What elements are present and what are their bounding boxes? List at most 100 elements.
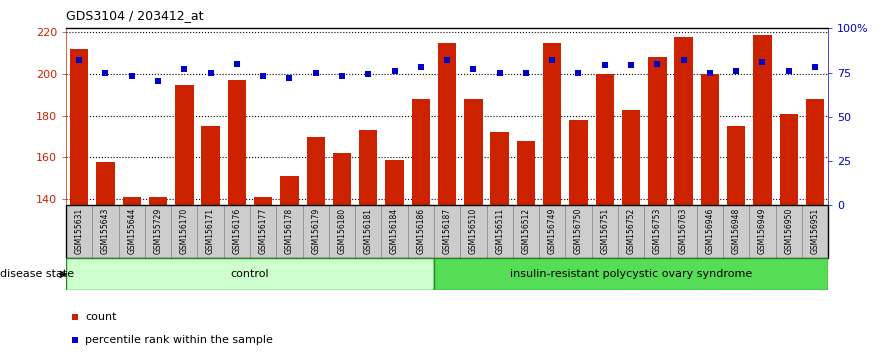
Text: GSM156181: GSM156181 <box>364 208 373 254</box>
Point <box>68 314 82 320</box>
Point <box>572 70 586 75</box>
Bar <box>753 35 772 205</box>
Bar <box>93 205 119 258</box>
Bar <box>171 205 197 258</box>
Point <box>308 70 322 75</box>
Bar <box>277 205 302 258</box>
Bar <box>780 114 798 205</box>
Bar <box>359 130 377 205</box>
Text: GSM155644: GSM155644 <box>127 208 137 255</box>
Bar <box>750 205 775 258</box>
Bar <box>648 57 667 205</box>
Bar <box>723 205 750 258</box>
Point <box>283 75 297 81</box>
Bar <box>355 205 381 258</box>
Point <box>99 70 113 75</box>
Point <box>808 64 822 70</box>
Text: GSM156186: GSM156186 <box>417 208 426 254</box>
Bar <box>202 126 219 205</box>
Text: GSM156171: GSM156171 <box>206 208 215 254</box>
Bar <box>280 176 299 205</box>
Text: GSM156749: GSM156749 <box>548 208 557 255</box>
Point <box>256 73 270 79</box>
Text: GSM156180: GSM156180 <box>337 208 346 254</box>
Point <box>204 70 218 75</box>
Text: GSM156511: GSM156511 <box>495 208 504 254</box>
Text: GSM156177: GSM156177 <box>259 208 268 254</box>
Text: GSM155631: GSM155631 <box>75 208 84 254</box>
Point <box>597 63 611 68</box>
Bar <box>227 80 246 205</box>
Text: GSM156510: GSM156510 <box>469 208 478 254</box>
Point <box>230 61 244 67</box>
Point <box>440 57 455 63</box>
Point <box>781 68 796 74</box>
Bar <box>592 205 618 258</box>
Bar <box>434 258 828 290</box>
Point <box>466 66 480 72</box>
Bar <box>697 205 723 258</box>
Text: control: control <box>231 269 270 279</box>
Text: GSM156949: GSM156949 <box>758 208 767 255</box>
Text: GSM156753: GSM156753 <box>653 208 662 255</box>
Text: GSM156179: GSM156179 <box>311 208 320 254</box>
Bar <box>122 197 141 205</box>
Text: GSM156512: GSM156512 <box>522 208 530 254</box>
Bar <box>622 109 640 205</box>
Point <box>677 57 691 63</box>
Text: disease state: disease state <box>0 269 74 279</box>
Point <box>151 79 165 84</box>
Bar <box>70 49 88 205</box>
Point <box>492 70 507 75</box>
Text: GDS3104 / 203412_at: GDS3104 / 203412_at <box>66 9 204 22</box>
Bar <box>464 99 483 205</box>
Point <box>650 61 664 67</box>
Bar <box>486 205 513 258</box>
Bar <box>302 205 329 258</box>
Point <box>177 66 191 72</box>
Bar <box>250 205 277 258</box>
Bar <box>460 205 486 258</box>
Point <box>755 59 769 65</box>
Bar <box>491 132 509 205</box>
Point <box>624 63 638 68</box>
Point <box>361 72 375 77</box>
Bar <box>806 99 825 205</box>
Text: GSM156184: GSM156184 <box>390 208 399 254</box>
Text: GSM155729: GSM155729 <box>153 208 163 254</box>
Bar <box>149 197 167 205</box>
Text: insulin-resistant polycystic ovary syndrome: insulin-resistant polycystic ovary syndr… <box>510 269 752 279</box>
Point <box>414 64 428 70</box>
Text: GSM155643: GSM155643 <box>101 208 110 255</box>
Point <box>388 68 402 74</box>
Bar <box>144 205 171 258</box>
Text: GSM156752: GSM156752 <box>626 208 635 254</box>
Bar <box>566 205 592 258</box>
Bar <box>254 197 272 205</box>
Text: GSM156946: GSM156946 <box>706 208 714 255</box>
Text: GSM156950: GSM156950 <box>784 208 793 255</box>
Bar <box>66 258 434 290</box>
Bar <box>307 137 325 205</box>
Text: GSM156187: GSM156187 <box>442 208 452 254</box>
Bar <box>96 161 115 205</box>
Bar <box>727 126 745 205</box>
Text: GSM156176: GSM156176 <box>233 208 241 254</box>
Bar <box>119 205 144 258</box>
Bar <box>175 85 194 205</box>
Point <box>335 73 349 79</box>
Bar <box>700 74 719 205</box>
Text: percentile rank within the sample: percentile rank within the sample <box>85 335 273 345</box>
Bar <box>618 205 644 258</box>
Bar <box>224 205 250 258</box>
Bar <box>596 74 614 205</box>
Bar <box>333 153 352 205</box>
Text: GSM156951: GSM156951 <box>811 208 819 254</box>
Point <box>125 73 139 79</box>
Point <box>703 70 717 75</box>
Text: count: count <box>85 312 116 322</box>
Point <box>729 68 744 74</box>
Bar <box>411 99 430 205</box>
Bar <box>543 43 561 205</box>
Text: GSM156750: GSM156750 <box>574 208 583 255</box>
